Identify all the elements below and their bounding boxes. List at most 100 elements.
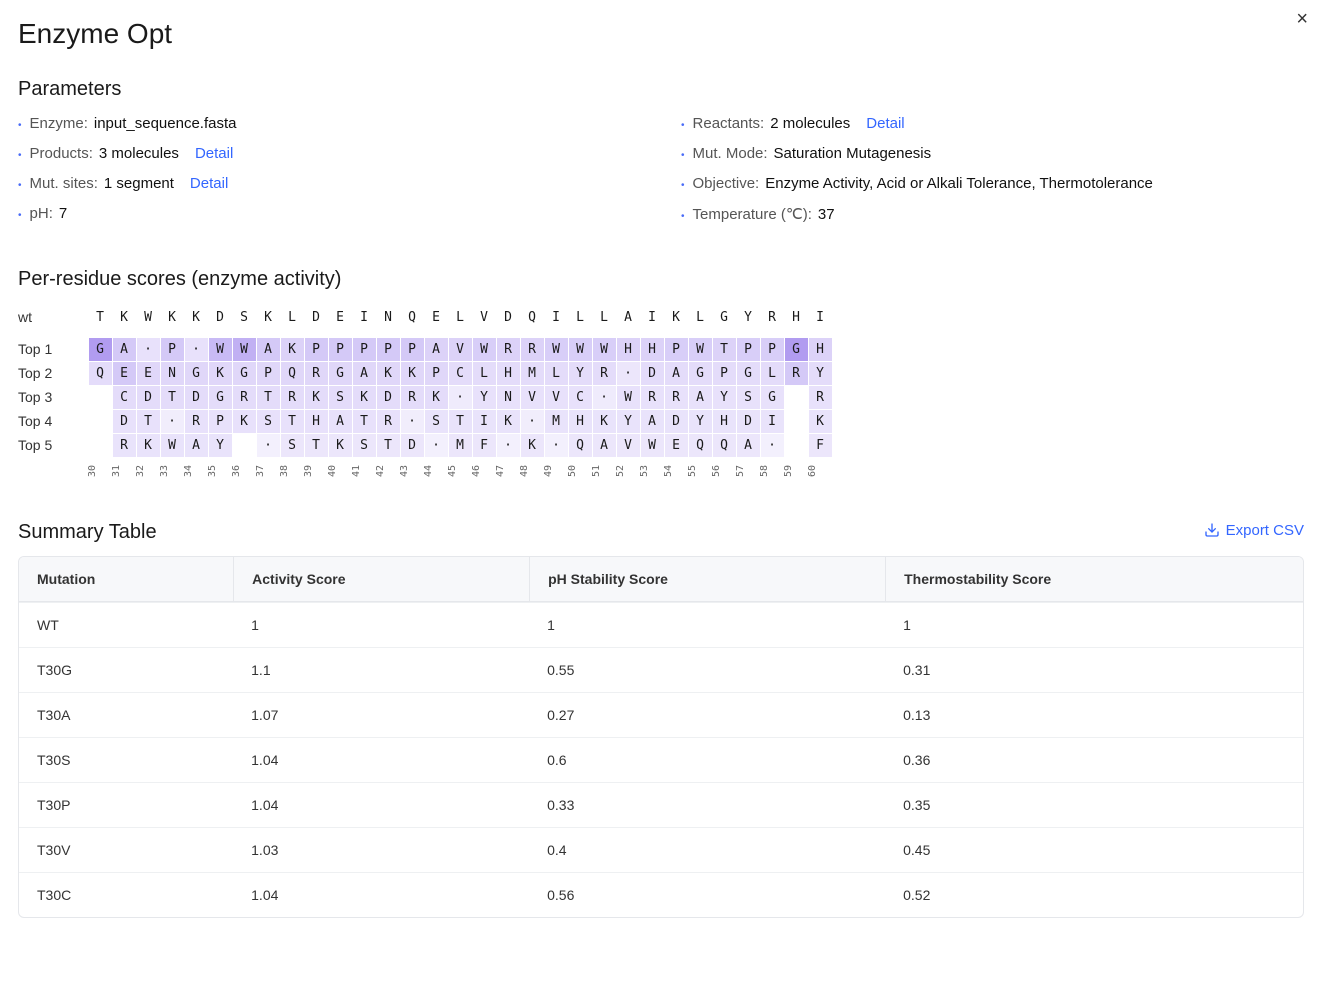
wt-residue: Q: [520, 305, 544, 329]
heatmap-cell: T: [712, 337, 736, 361]
heatmap-cell: K: [592, 409, 616, 433]
summary-column-header[interactable]: Activity Score: [233, 557, 529, 602]
bullet-icon: •: [18, 117, 22, 135]
detail-link[interactable]: Detail: [195, 145, 233, 162]
heatmap-cell: W: [616, 385, 640, 409]
param-label: Reactants:: [693, 115, 765, 132]
heatmap-cell: M: [544, 409, 568, 433]
heatmap-row-label: Top 3: [18, 385, 88, 409]
heatmap-cell: G: [736, 361, 760, 385]
heatmap-cell: H: [568, 409, 592, 433]
summary-cell: 1.1: [233, 647, 529, 692]
heatmap-cell: ·: [544, 433, 568, 457]
heatmap-cell: P: [376, 337, 400, 361]
heatmap-cell: Y: [616, 409, 640, 433]
heatmap-cell: G: [88, 337, 112, 361]
wt-residue: L: [280, 305, 304, 329]
wt-residue: H: [784, 305, 808, 329]
wt-residue: N: [376, 305, 400, 329]
detail-link[interactable]: Detail: [866, 115, 904, 132]
heatmap-cell: W: [568, 337, 592, 361]
heatmap-cell: W: [688, 337, 712, 361]
param-value: 37: [818, 206, 835, 223]
wt-residue: I: [544, 305, 568, 329]
summary-table: MutationActivity ScorepH Stability Score…: [18, 556, 1304, 918]
wt-residue: E: [328, 305, 352, 329]
table-row: T30P1.040.330.35: [19, 782, 1303, 827]
bullet-icon: •: [681, 147, 685, 165]
table-row: T30G1.10.550.31: [19, 647, 1303, 692]
summary-column-header[interactable]: pH Stability Score: [529, 557, 885, 602]
heatmap-cell: R: [376, 409, 400, 433]
heatmap-cell: K: [328, 433, 352, 457]
heatmap-cell: Q: [688, 433, 712, 457]
heatmap-cell: T: [160, 385, 184, 409]
wt-residue: S: [232, 305, 256, 329]
param-label: pH:: [30, 205, 53, 222]
close-icon[interactable]: ×: [1296, 8, 1308, 31]
heatmap-cell: Y: [472, 385, 496, 409]
heatmap-cell: E: [664, 433, 688, 457]
heatmap-cell: ·: [496, 433, 520, 457]
param-label: Temperature (℃):: [693, 205, 812, 223]
summary-column-header[interactable]: Thermostability Score: [885, 557, 1303, 602]
heatmap-table: wtTKWKKDSKLDEINQELVDQILLAIKLGYRHITop 1GA…: [18, 305, 833, 485]
summary-column-header[interactable]: Mutation: [19, 557, 233, 602]
param-item: •Mut. Mode:Saturation Mutagenesis: [681, 145, 1304, 165]
detail-link[interactable]: Detail: [190, 175, 228, 192]
heatmap-cell: R: [808, 385, 832, 409]
heatmap-cell: W: [640, 433, 664, 457]
heatmap-cell: R: [304, 361, 328, 385]
heatmap-cell: H: [616, 337, 640, 361]
param-item: •Enzyme:input_sequence.fasta: [18, 115, 641, 135]
heatmap-cell: D: [736, 409, 760, 433]
summary-cell: 0.4: [529, 827, 885, 872]
heatmap-cell: A: [640, 409, 664, 433]
heatmap-cell: P: [400, 337, 424, 361]
download-icon: [1204, 522, 1220, 538]
heatmap-cell: [784, 433, 808, 457]
heatmap-cell: N: [496, 385, 520, 409]
wt-residue: I: [640, 305, 664, 329]
heatmap-cell: K: [424, 385, 448, 409]
heatmap-cell: R: [184, 409, 208, 433]
heatmap-cell: R: [592, 361, 616, 385]
wt-residue: W: [136, 305, 160, 329]
heatmap-cell: ·: [160, 409, 184, 433]
heatmap-cell: H: [640, 337, 664, 361]
heatmap-cell: H: [712, 409, 736, 433]
summary-cell: 0.36: [885, 737, 1303, 782]
wt-residue: T: [88, 305, 112, 329]
heatmap-cell: I: [760, 409, 784, 433]
export-csv-button[interactable]: Export CSV: [1204, 522, 1304, 539]
heatmap-cell: P: [256, 361, 280, 385]
summary-cell: 0.56: [529, 872, 885, 917]
summary-cell: 1.07: [233, 692, 529, 737]
param-value: 1 segment: [104, 175, 174, 192]
heatmap-cell: R: [112, 433, 136, 457]
heatmap-cell: Q: [280, 361, 304, 385]
wt-residue: K: [184, 305, 208, 329]
wt-residue: E: [424, 305, 448, 329]
summary-cell: WT: [19, 602, 233, 647]
heatmap-cell: W: [232, 337, 256, 361]
param-item: •Products:3 moleculesDetail: [18, 145, 641, 165]
heatmap-cell: S: [352, 433, 376, 457]
heatmap-cell: D: [184, 385, 208, 409]
heatmap-cell: A: [736, 433, 760, 457]
heatmap-cell: F: [472, 433, 496, 457]
heatmap-cell: R: [664, 385, 688, 409]
heatmap-cell: P: [160, 337, 184, 361]
heatmap-cell: A: [112, 337, 136, 361]
heatmap-cell: R: [232, 385, 256, 409]
heatmap-cell: T: [448, 409, 472, 433]
heatmap-cell: Q: [712, 433, 736, 457]
heatmap-cell: ·: [256, 433, 280, 457]
heatmap-cell: P: [304, 337, 328, 361]
table-row: WT111: [19, 602, 1303, 647]
heatmap-row-label: Top 4: [18, 409, 88, 433]
bullet-icon: •: [18, 207, 22, 225]
heatmap-cell: A: [424, 337, 448, 361]
heatmap-cell: ·: [760, 433, 784, 457]
heatmap-row-label: Top 5: [18, 433, 88, 457]
